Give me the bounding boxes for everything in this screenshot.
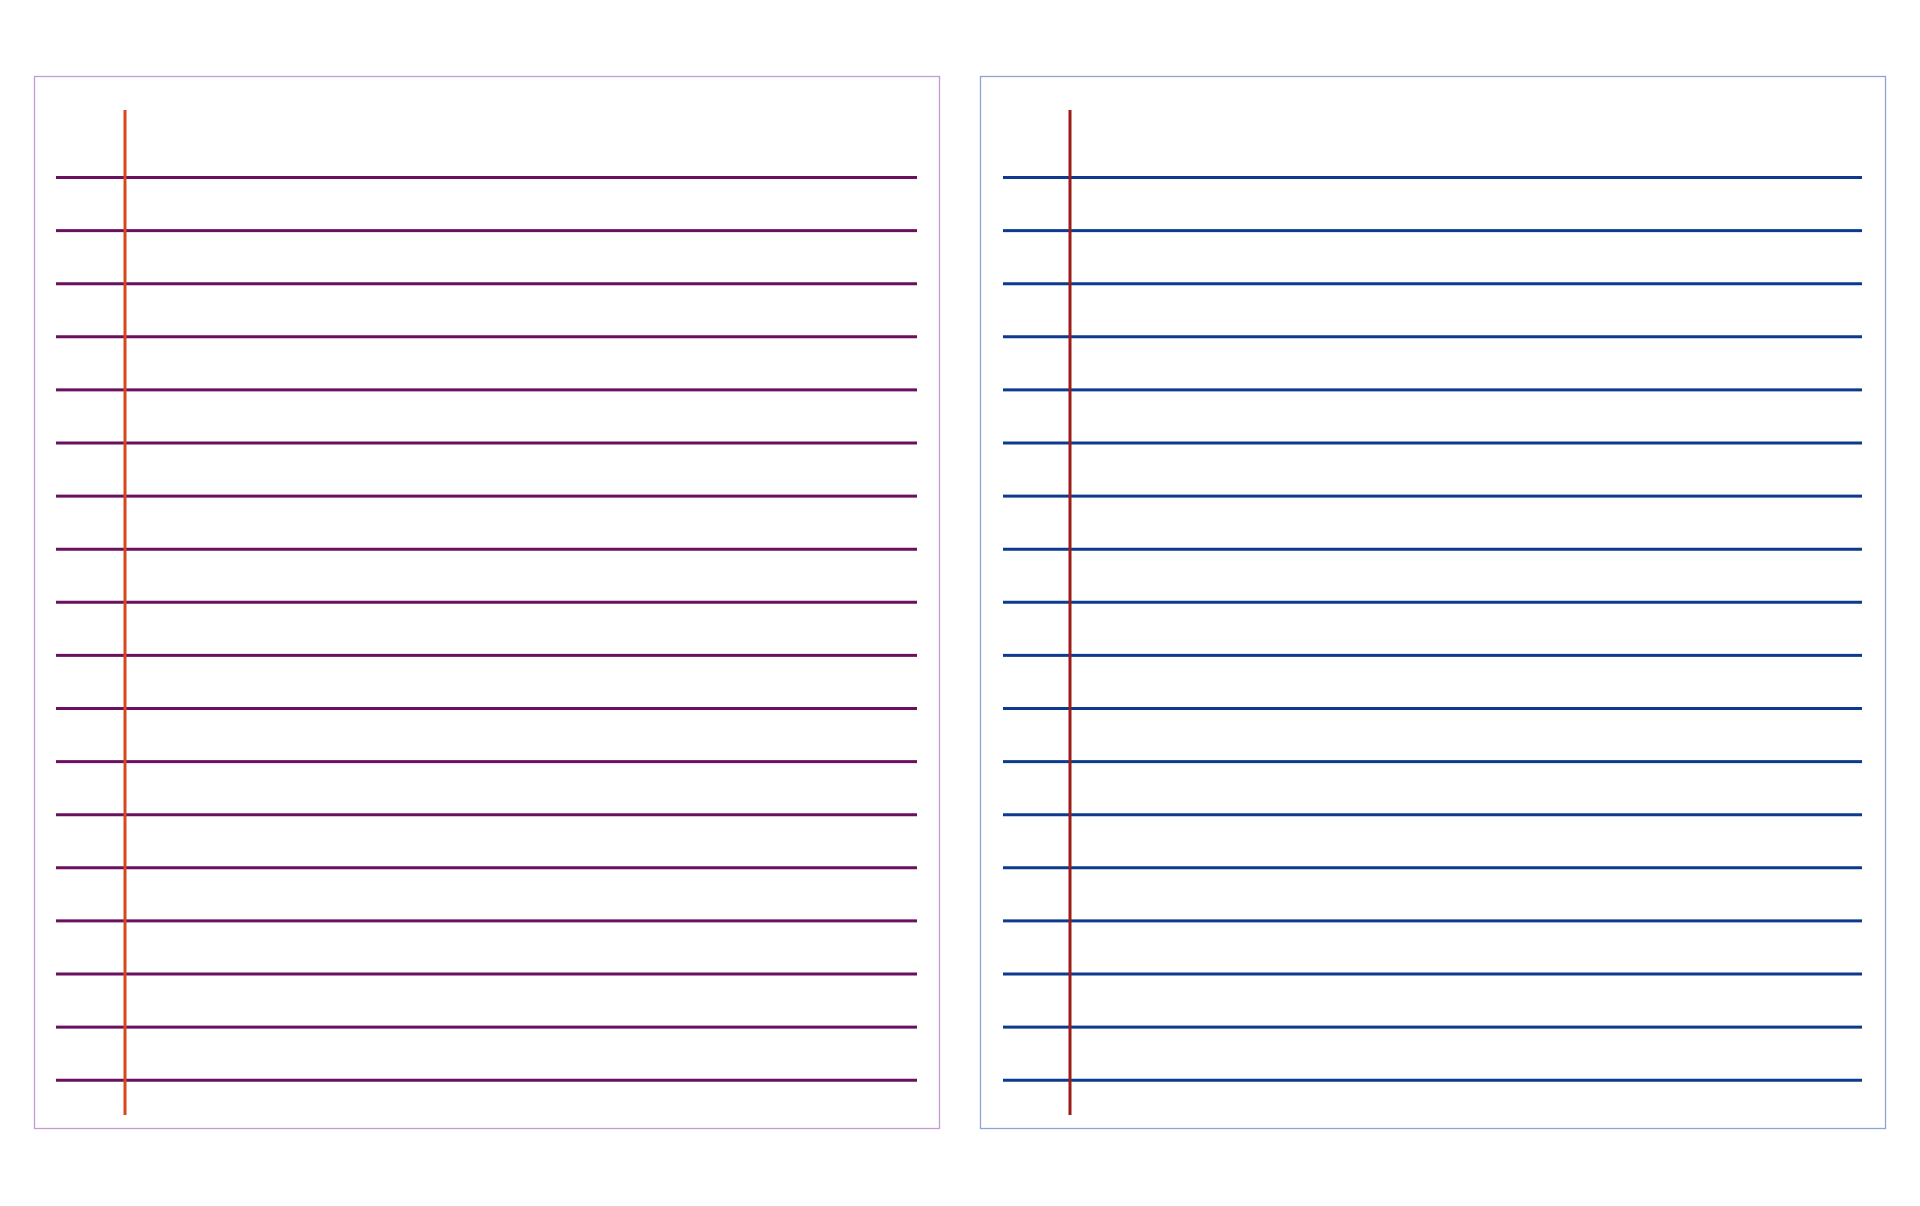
canvas [33,75,1887,1130]
page: (() => { const data = JSON.parse(documen… [33,75,1887,1130]
